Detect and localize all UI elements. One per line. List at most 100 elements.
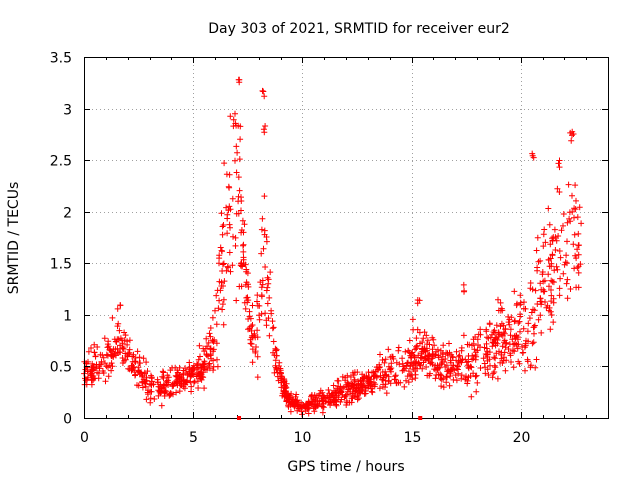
data-point — [465, 358, 472, 365]
data-point — [405, 379, 412, 386]
data-point — [339, 391, 346, 398]
data-point — [575, 230, 582, 237]
data-point — [554, 185, 561, 192]
data-point — [174, 377, 181, 384]
data-point — [421, 355, 428, 362]
data-point — [423, 364, 430, 370]
data-point — [495, 330, 502, 337]
data-point — [529, 150, 536, 157]
data-points — [81, 76, 585, 418]
data-point — [414, 326, 421, 333]
data-point — [551, 226, 558, 233]
data-point — [164, 372, 171, 379]
data-point — [409, 376, 416, 383]
data-point — [485, 372, 492, 378]
data-point — [424, 341, 430, 348]
data-point — [163, 378, 170, 385]
data-point — [305, 410, 312, 417]
data-point — [233, 297, 240, 304]
data-point — [180, 371, 187, 378]
data-point — [226, 249, 233, 256]
data-point — [445, 352, 451, 359]
data-point — [165, 382, 172, 388]
data-point — [139, 379, 146, 386]
data-point — [105, 373, 112, 380]
data-point — [317, 387, 324, 394]
data-point — [520, 325, 527, 332]
data-point — [529, 340, 536, 347]
data-point — [511, 318, 518, 325]
data-point — [419, 339, 426, 346]
data-point — [489, 374, 496, 381]
data-point — [238, 207, 244, 214]
data-point — [323, 394, 329, 401]
data-point — [438, 383, 445, 390]
data-point — [84, 376, 91, 383]
data-point — [408, 354, 415, 360]
data-point — [456, 352, 463, 359]
data-point — [541, 277, 548, 284]
data-point — [293, 391, 300, 398]
data-point — [353, 381, 359, 388]
data-point — [492, 364, 499, 371]
data-point — [254, 302, 261, 309]
data-point — [95, 375, 102, 382]
data-point — [458, 375, 465, 382]
data-point — [188, 383, 195, 390]
data-point — [360, 377, 367, 384]
data-point — [159, 368, 166, 375]
data-point — [509, 336, 516, 343]
data-point — [210, 357, 217, 364]
data-point — [249, 359, 256, 366]
data-point — [280, 388, 287, 395]
data-point — [108, 367, 115, 374]
data-point — [455, 363, 461, 370]
data-point — [265, 280, 272, 287]
data-point — [167, 367, 174, 374]
data-point — [198, 376, 205, 383]
data-point — [294, 407, 301, 414]
data-point — [216, 297, 223, 304]
data-point — [139, 373, 145, 380]
data-point — [446, 340, 452, 347]
data-point — [212, 307, 218, 314]
data-point — [572, 206, 579, 213]
data-point — [232, 120, 239, 127]
data-point — [326, 390, 333, 397]
data-point — [282, 385, 289, 392]
data-point — [499, 343, 506, 350]
data-point — [92, 353, 99, 360]
data-point — [201, 360, 208, 367]
data-point — [264, 300, 271, 307]
data-point — [270, 349, 276, 356]
data-point — [182, 365, 189, 372]
data-point — [442, 356, 449, 362]
data-point — [491, 327, 498, 334]
data-point — [552, 247, 559, 253]
data-point — [431, 342, 438, 349]
data-point — [85, 348, 92, 355]
data-point — [277, 375, 284, 382]
data-point — [103, 363, 110, 370]
data-point — [460, 281, 467, 288]
data-point — [377, 351, 383, 358]
data-point — [240, 248, 247, 255]
data-point — [548, 277, 555, 284]
data-point — [144, 368, 151, 375]
data-point — [207, 345, 214, 352]
data-point — [493, 350, 500, 357]
data-point — [344, 372, 351, 379]
data-point — [319, 409, 326, 416]
data-point — [330, 382, 337, 389]
data-point — [270, 324, 277, 331]
data-point — [477, 326, 484, 333]
data-point — [273, 346, 280, 353]
data-point — [420, 335, 427, 342]
data-point — [437, 347, 444, 354]
data-point — [446, 382, 453, 389]
data-point — [100, 354, 107, 361]
data-point — [143, 359, 150, 366]
data-point — [225, 183, 232, 190]
data-point — [272, 364, 279, 371]
data-point — [191, 379, 197, 386]
